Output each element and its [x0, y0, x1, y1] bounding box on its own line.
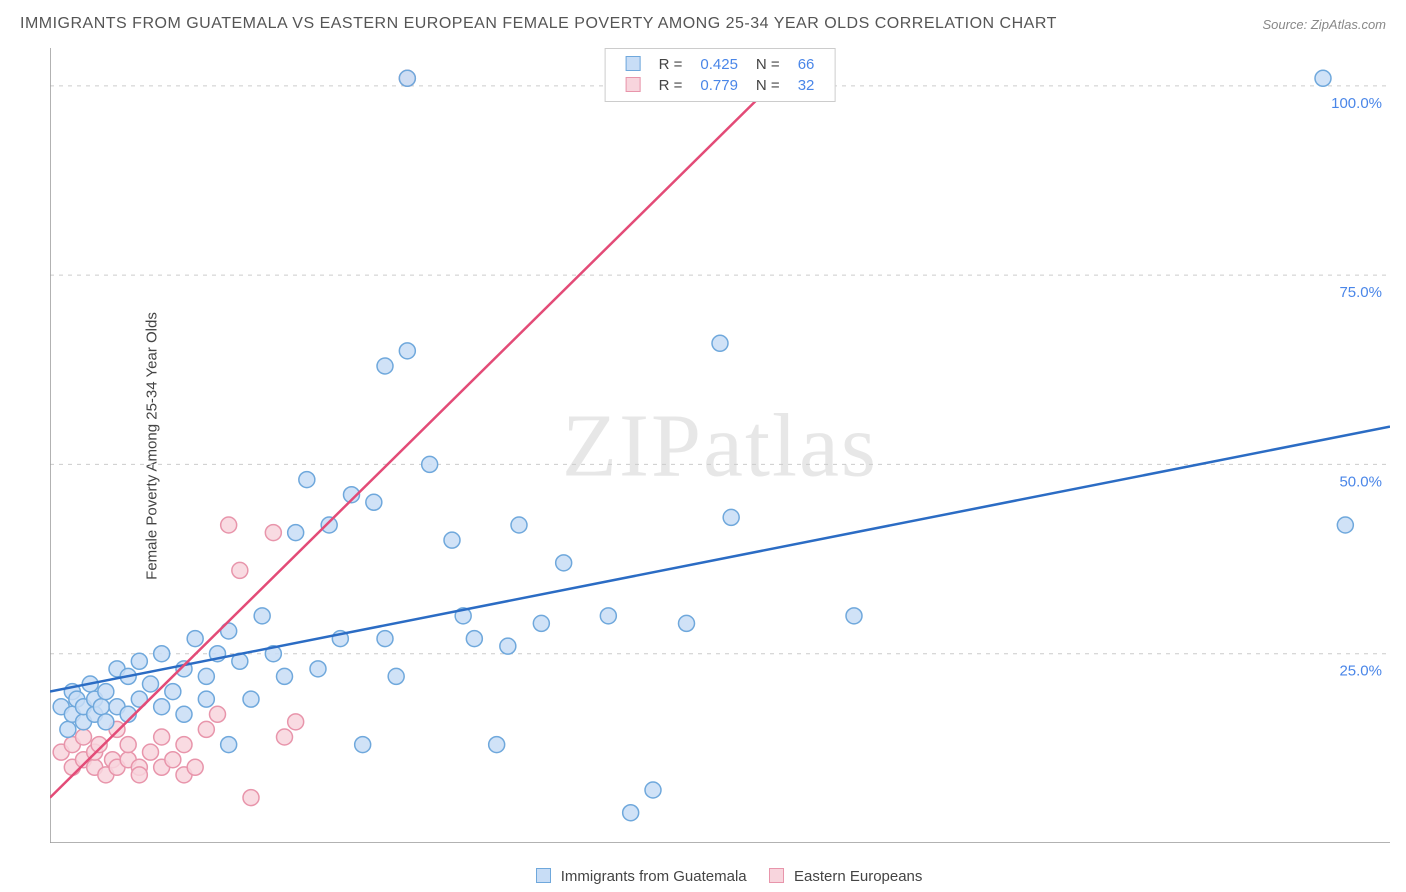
data-point [93, 699, 109, 715]
data-point [254, 608, 270, 624]
data-point [221, 737, 237, 753]
data-point [131, 653, 147, 669]
scatter-plot-svg: 25.0%50.0%75.0%100.0%0.0%60.0% [50, 48, 1390, 843]
data-point [165, 684, 181, 700]
data-point [198, 691, 214, 707]
data-point [265, 525, 281, 541]
x-legend-label: Immigrants from Guatemala [561, 868, 747, 885]
data-point [556, 555, 572, 571]
legend-swatch-pink [626, 77, 641, 92]
legend-row: R = 0.779 N = 32 [618, 76, 823, 95]
data-point [1337, 517, 1353, 533]
data-point [131, 767, 147, 783]
data-point [277, 729, 293, 745]
data-point [198, 668, 214, 684]
data-point [98, 684, 114, 700]
data-point [243, 790, 259, 806]
data-point [444, 532, 460, 548]
data-point [366, 494, 382, 510]
data-point [154, 646, 170, 662]
data-point [500, 638, 516, 654]
legend-row: R = 0.425 N = 66 [618, 55, 823, 74]
data-point [154, 699, 170, 715]
legend-n-value: 66 [790, 55, 823, 74]
data-point [176, 737, 192, 753]
data-point [198, 721, 214, 737]
data-point [310, 661, 326, 677]
chart-title: IMMIGRANTS FROM GUATEMALA VS EASTERN EUR… [20, 15, 1057, 33]
correlation-legend: R = 0.425 N = 66 R = 0.779 N = 32 [605, 48, 836, 102]
chart-source: Source: ZipAtlas.com [1262, 17, 1386, 32]
data-point [221, 517, 237, 533]
data-point [1315, 70, 1331, 86]
chart-header: IMMIGRANTS FROM GUATEMALA VS EASTERN EUR… [0, 0, 1406, 40]
data-point [288, 525, 304, 541]
data-point [60, 721, 76, 737]
data-point [187, 631, 203, 647]
legend-r-value: 0.425 [692, 55, 746, 74]
x-axis-legend: Immigrants from Guatemala Eastern Europe… [50, 868, 1390, 885]
legend-n-value: 32 [790, 76, 823, 95]
data-point [422, 456, 438, 472]
data-point [533, 615, 549, 631]
data-point [355, 737, 371, 753]
data-point [645, 782, 661, 798]
data-point [176, 706, 192, 722]
data-point [143, 676, 159, 692]
data-point [723, 509, 739, 525]
data-point [846, 608, 862, 624]
y-tick-label: 25.0% [1339, 663, 1382, 680]
data-point [466, 631, 482, 647]
legend-swatch-blue [626, 56, 641, 71]
data-point [299, 472, 315, 488]
data-point [154, 729, 170, 745]
data-point [232, 562, 248, 578]
data-point [165, 752, 181, 768]
x-legend-swatch-pink [769, 868, 784, 883]
trend-line [50, 427, 1390, 692]
legend-r-label: R = [651, 76, 691, 95]
data-point [679, 615, 695, 631]
data-point [76, 729, 92, 745]
trend-line [50, 48, 809, 798]
data-point [143, 744, 159, 760]
legend-n-label: N = [748, 55, 788, 74]
y-tick-label: 50.0% [1339, 473, 1382, 490]
data-point [120, 737, 136, 753]
data-point [399, 70, 415, 86]
data-point [511, 517, 527, 533]
data-point [600, 608, 616, 624]
data-point [288, 714, 304, 730]
chart-container: IMMIGRANTS FROM GUATEMALA VS EASTERN EUR… [0, 0, 1406, 892]
data-point [321, 517, 337, 533]
data-point [277, 668, 293, 684]
y-tick-label: 100.0% [1331, 95, 1382, 112]
data-point [489, 737, 505, 753]
data-point [243, 691, 259, 707]
legend-r-label: R = [651, 55, 691, 74]
legend-n-label: N = [748, 76, 788, 95]
data-point [377, 358, 393, 374]
y-tick-label: 75.0% [1339, 284, 1382, 301]
data-point [98, 714, 114, 730]
plot-area: Female Poverty Among 25-34 Year Olds ZIP… [50, 48, 1390, 843]
data-point [623, 805, 639, 821]
data-point [377, 631, 393, 647]
data-point [210, 706, 226, 722]
x-legend-label: Eastern Europeans [794, 868, 922, 885]
data-point [712, 335, 728, 351]
legend-r-value: 0.779 [692, 76, 746, 95]
x-legend-swatch-blue [536, 868, 551, 883]
data-point [388, 668, 404, 684]
data-point [187, 759, 203, 775]
data-point [399, 343, 415, 359]
